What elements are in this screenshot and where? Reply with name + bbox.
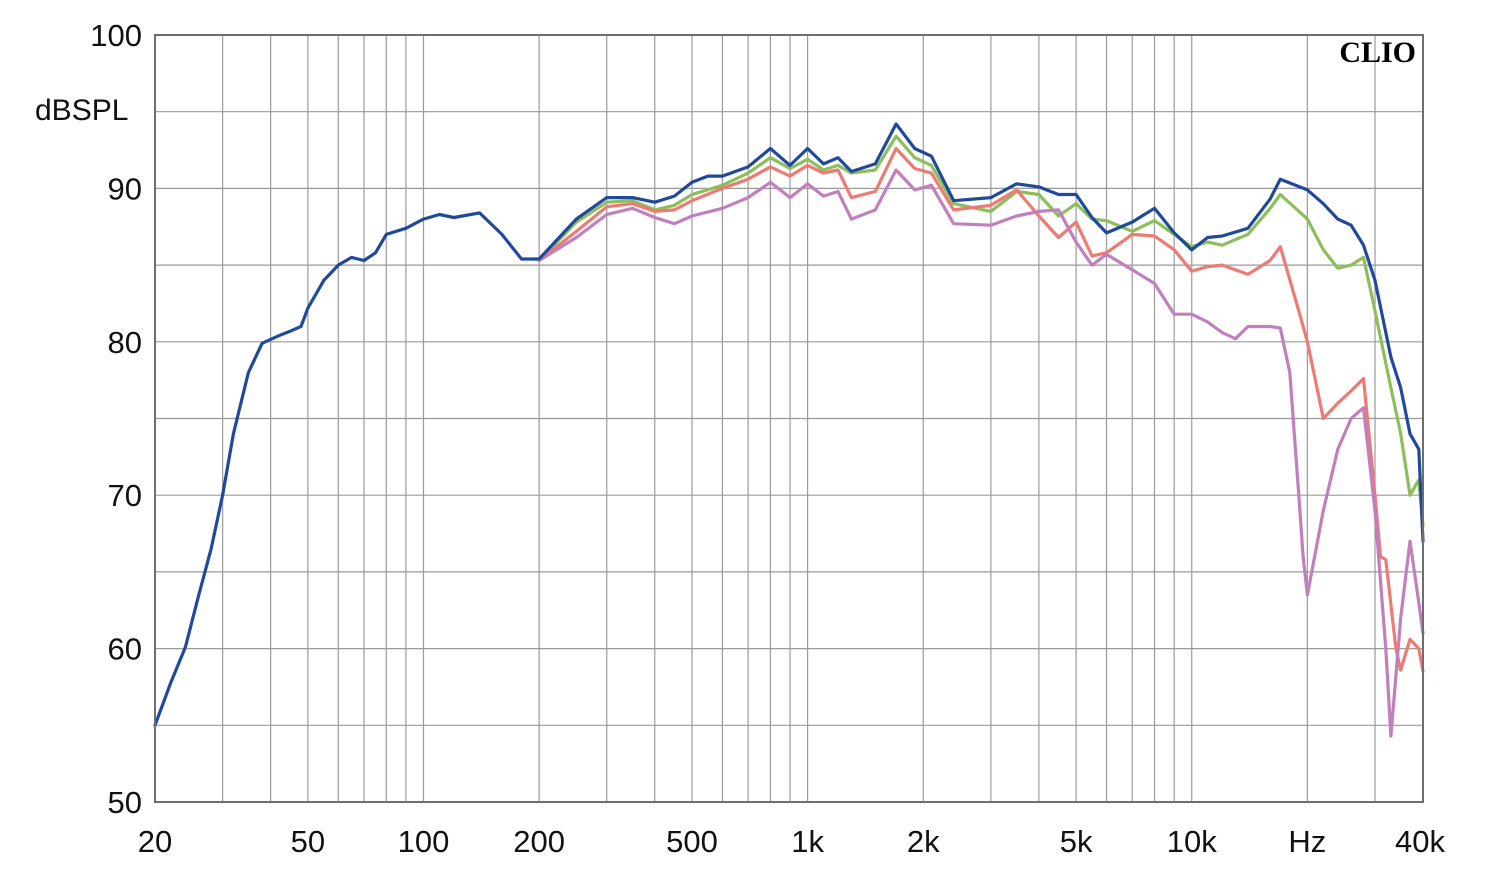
x-tick-label: 200	[513, 824, 565, 859]
series-lines	[153, 122, 1425, 738]
y-axis-label: dBSPL	[35, 94, 128, 127]
y-tick-label: 60	[108, 632, 142, 667]
x-tick-label: Hz	[1288, 824, 1326, 859]
x-tick-label: 500	[666, 824, 718, 859]
y-tick-label: 50	[108, 785, 142, 820]
y-tick-labels: 50 60 70 80 90 100	[90, 18, 142, 820]
y-tick-label: 100	[90, 18, 142, 53]
x-tick-label: 50	[291, 824, 325, 859]
x-tick-label: 10k	[1167, 824, 1217, 859]
series-line-4	[153, 122, 1425, 727]
clio-brand-label: CLIO	[1339, 36, 1416, 69]
series-line-1	[537, 134, 1425, 528]
x-tick-labels: 20 50 100 200 500 1k 2k 5k 10k Hz 40k	[138, 824, 1446, 859]
series-line-2	[537, 146, 1425, 674]
y-tick-label: 80	[108, 325, 142, 360]
x-tick-label: 100	[398, 824, 450, 859]
x-tick-label: 20	[138, 824, 172, 859]
x-tick-label: 2k	[907, 824, 940, 859]
x-tick-label: 40k	[1395, 824, 1445, 859]
x-tick-label: 1k	[791, 824, 824, 859]
plot-frame	[154, 34, 1424, 803]
y-tick-label: 70	[108, 478, 142, 513]
y-tick-label: 90	[108, 171, 142, 206]
series-line-3	[537, 168, 1425, 738]
x-tick-label: 5k	[1060, 824, 1093, 859]
